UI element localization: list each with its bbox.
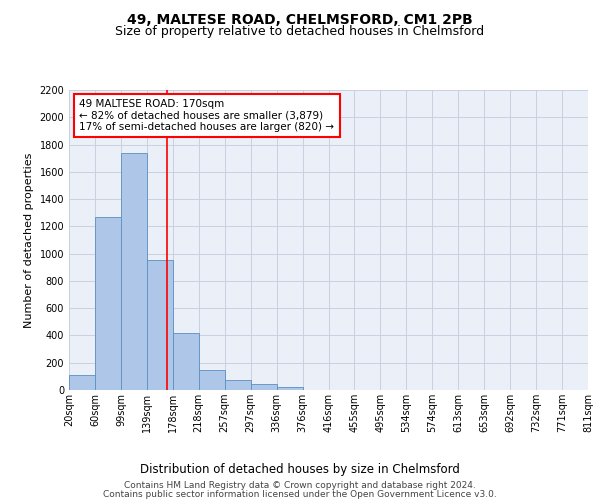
Text: 49, MALTESE ROAD, CHELMSFORD, CM1 2PB: 49, MALTESE ROAD, CHELMSFORD, CM1 2PB bbox=[127, 12, 473, 26]
Bar bbox=[69, 375, 95, 390]
Text: Size of property relative to detached houses in Chelmsford: Size of property relative to detached ho… bbox=[115, 25, 485, 38]
Text: Distribution of detached houses by size in Chelmsford: Distribution of detached houses by size … bbox=[140, 462, 460, 475]
Text: Contains HM Land Registry data © Crown copyright and database right 2024.: Contains HM Land Registry data © Crown c… bbox=[124, 481, 476, 490]
Bar bbox=[277, 386, 302, 390]
Text: Contains public sector information licensed under the Open Government Licence v3: Contains public sector information licen… bbox=[103, 490, 497, 499]
Bar bbox=[121, 152, 147, 390]
Bar bbox=[173, 334, 199, 390]
Bar bbox=[199, 370, 224, 390]
Y-axis label: Number of detached properties: Number of detached properties bbox=[24, 152, 34, 328]
Bar bbox=[95, 217, 121, 390]
Bar bbox=[251, 384, 277, 390]
Bar bbox=[225, 380, 251, 390]
Bar bbox=[147, 260, 173, 390]
Text: 49 MALTESE ROAD: 170sqm
← 82% of detached houses are smaller (3,879)
17% of semi: 49 MALTESE ROAD: 170sqm ← 82% of detache… bbox=[79, 99, 334, 132]
